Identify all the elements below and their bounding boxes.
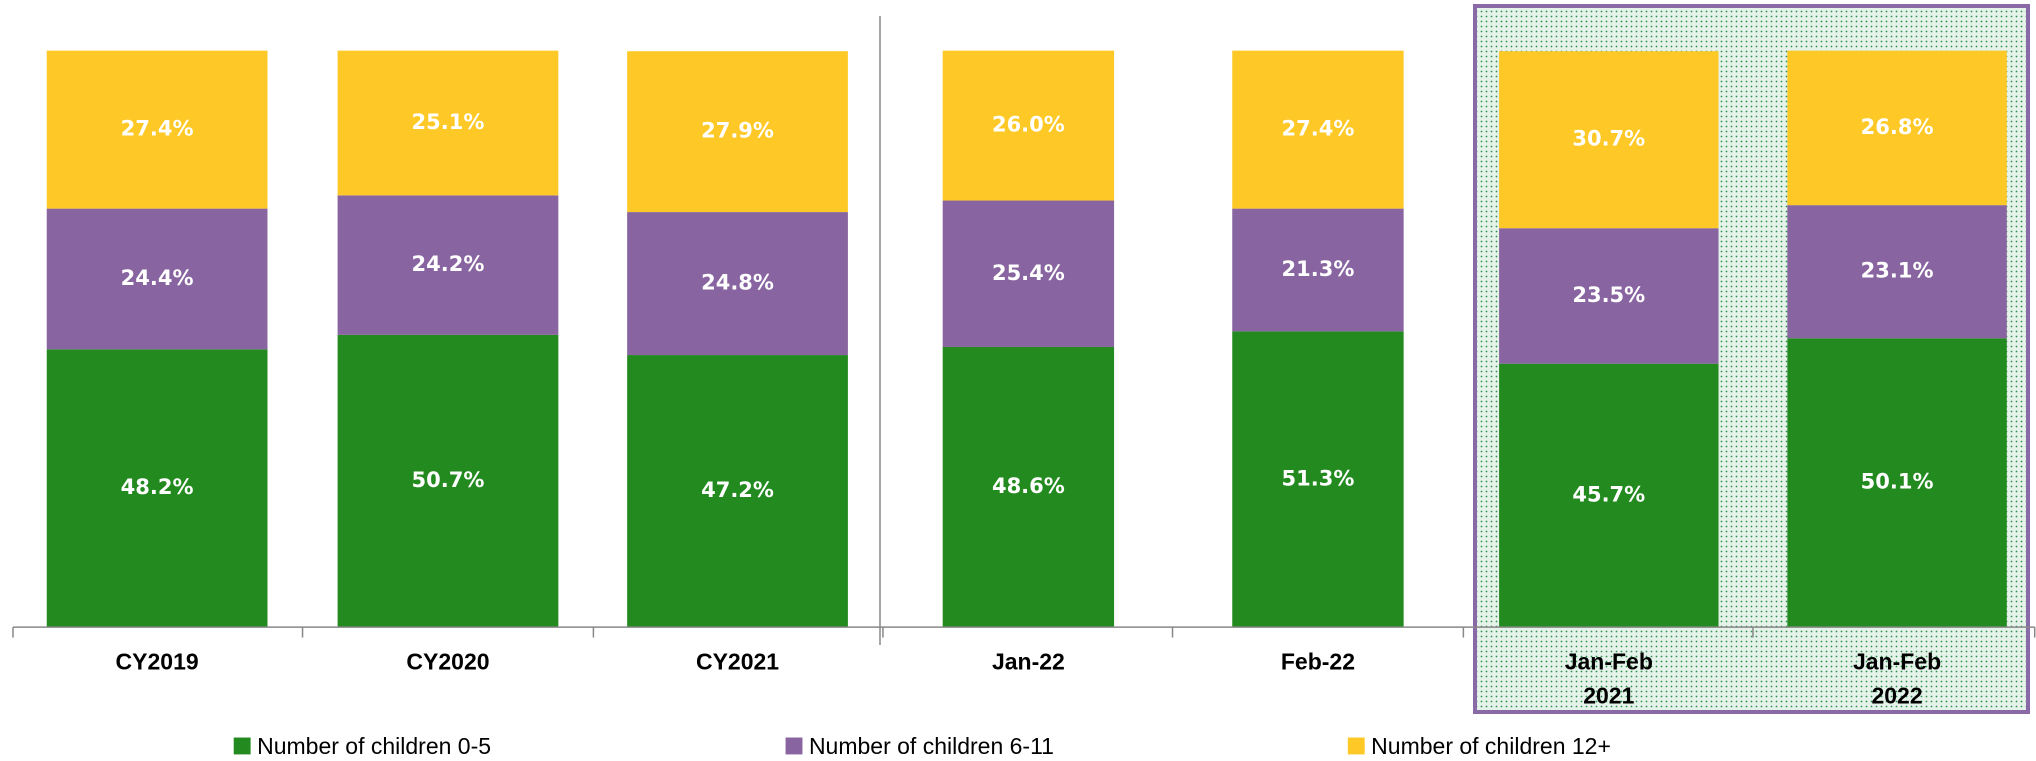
- bar-segment: [1787, 338, 2007, 628]
- value-label: 27.9%: [701, 119, 774, 143]
- bar-segment: [46, 208, 268, 350]
- legend-label: Number of children 0-5: [257, 733, 491, 759]
- legend-swatch: [785, 737, 803, 755]
- value-label: 47.2%: [701, 478, 774, 502]
- value-label: 48.6%: [992, 474, 1065, 498]
- legend-swatch: [233, 737, 251, 755]
- value-label: 45.7%: [1572, 482, 1645, 506]
- value-label: 24.2%: [412, 252, 485, 276]
- value-label: 25.4%: [992, 261, 1065, 285]
- legend-label: Number of children 6-11: [809, 733, 1054, 759]
- value-label: 21.3%: [1282, 257, 1355, 281]
- bar-segment: [1787, 205, 2007, 339]
- legend-swatch: [1347, 737, 1365, 755]
- bar-segment: [46, 50, 268, 209]
- x-tick-label: Feb-22: [1281, 649, 1355, 675]
- value-label: 24.8%: [701, 271, 774, 295]
- bar-segment: [627, 212, 848, 356]
- value-label: 50.7%: [412, 468, 485, 492]
- x-tick-label: Jan-Feb 2022: [1853, 649, 1941, 709]
- bar-segment: [627, 51, 848, 213]
- x-tick-label: CY2021: [696, 649, 779, 675]
- value-label: 23.5%: [1572, 283, 1645, 307]
- value-label: 23.1%: [1861, 259, 1934, 283]
- value-label: 26.0%: [992, 113, 1065, 137]
- bar-segment: [1787, 50, 2007, 206]
- bar-segment: [337, 195, 559, 335]
- bar-segment: [337, 334, 559, 628]
- x-tick-label: CY2020: [406, 649, 489, 675]
- value-label: 51.3%: [1282, 466, 1355, 490]
- value-label: 27.4%: [1282, 117, 1355, 141]
- value-label: 50.1%: [1861, 470, 1934, 494]
- bar-segment: [1232, 208, 1404, 332]
- value-label: 25.1%: [412, 110, 485, 134]
- bar-segment: [1499, 51, 1719, 229]
- legend-label: Number of children 12+: [1371, 733, 1611, 759]
- bar-segment: [627, 355, 848, 628]
- bar-segment: [1499, 363, 1719, 628]
- x-tick-label: CY2019: [116, 649, 199, 675]
- bar-segment: [942, 346, 1115, 628]
- value-label: 27.4%: [121, 117, 194, 141]
- bar-segment: [1499, 228, 1719, 364]
- value-label: 24.4%: [121, 266, 194, 290]
- bar-segment: [942, 200, 1115, 347]
- bar-segment: [1232, 50, 1404, 209]
- bar-segment: [1232, 331, 1404, 628]
- bar-segment: [46, 349, 268, 628]
- bar-segment: [337, 50, 559, 196]
- value-label: 48.2%: [121, 475, 194, 499]
- value-label: 30.7%: [1572, 127, 1645, 151]
- bar-segment: [942, 50, 1115, 201]
- x-tick-label: Jan-22: [992, 649, 1065, 675]
- value-label: 26.8%: [1861, 115, 1934, 139]
- x-tick-label: Jan-Feb 2021: [1565, 649, 1653, 709]
